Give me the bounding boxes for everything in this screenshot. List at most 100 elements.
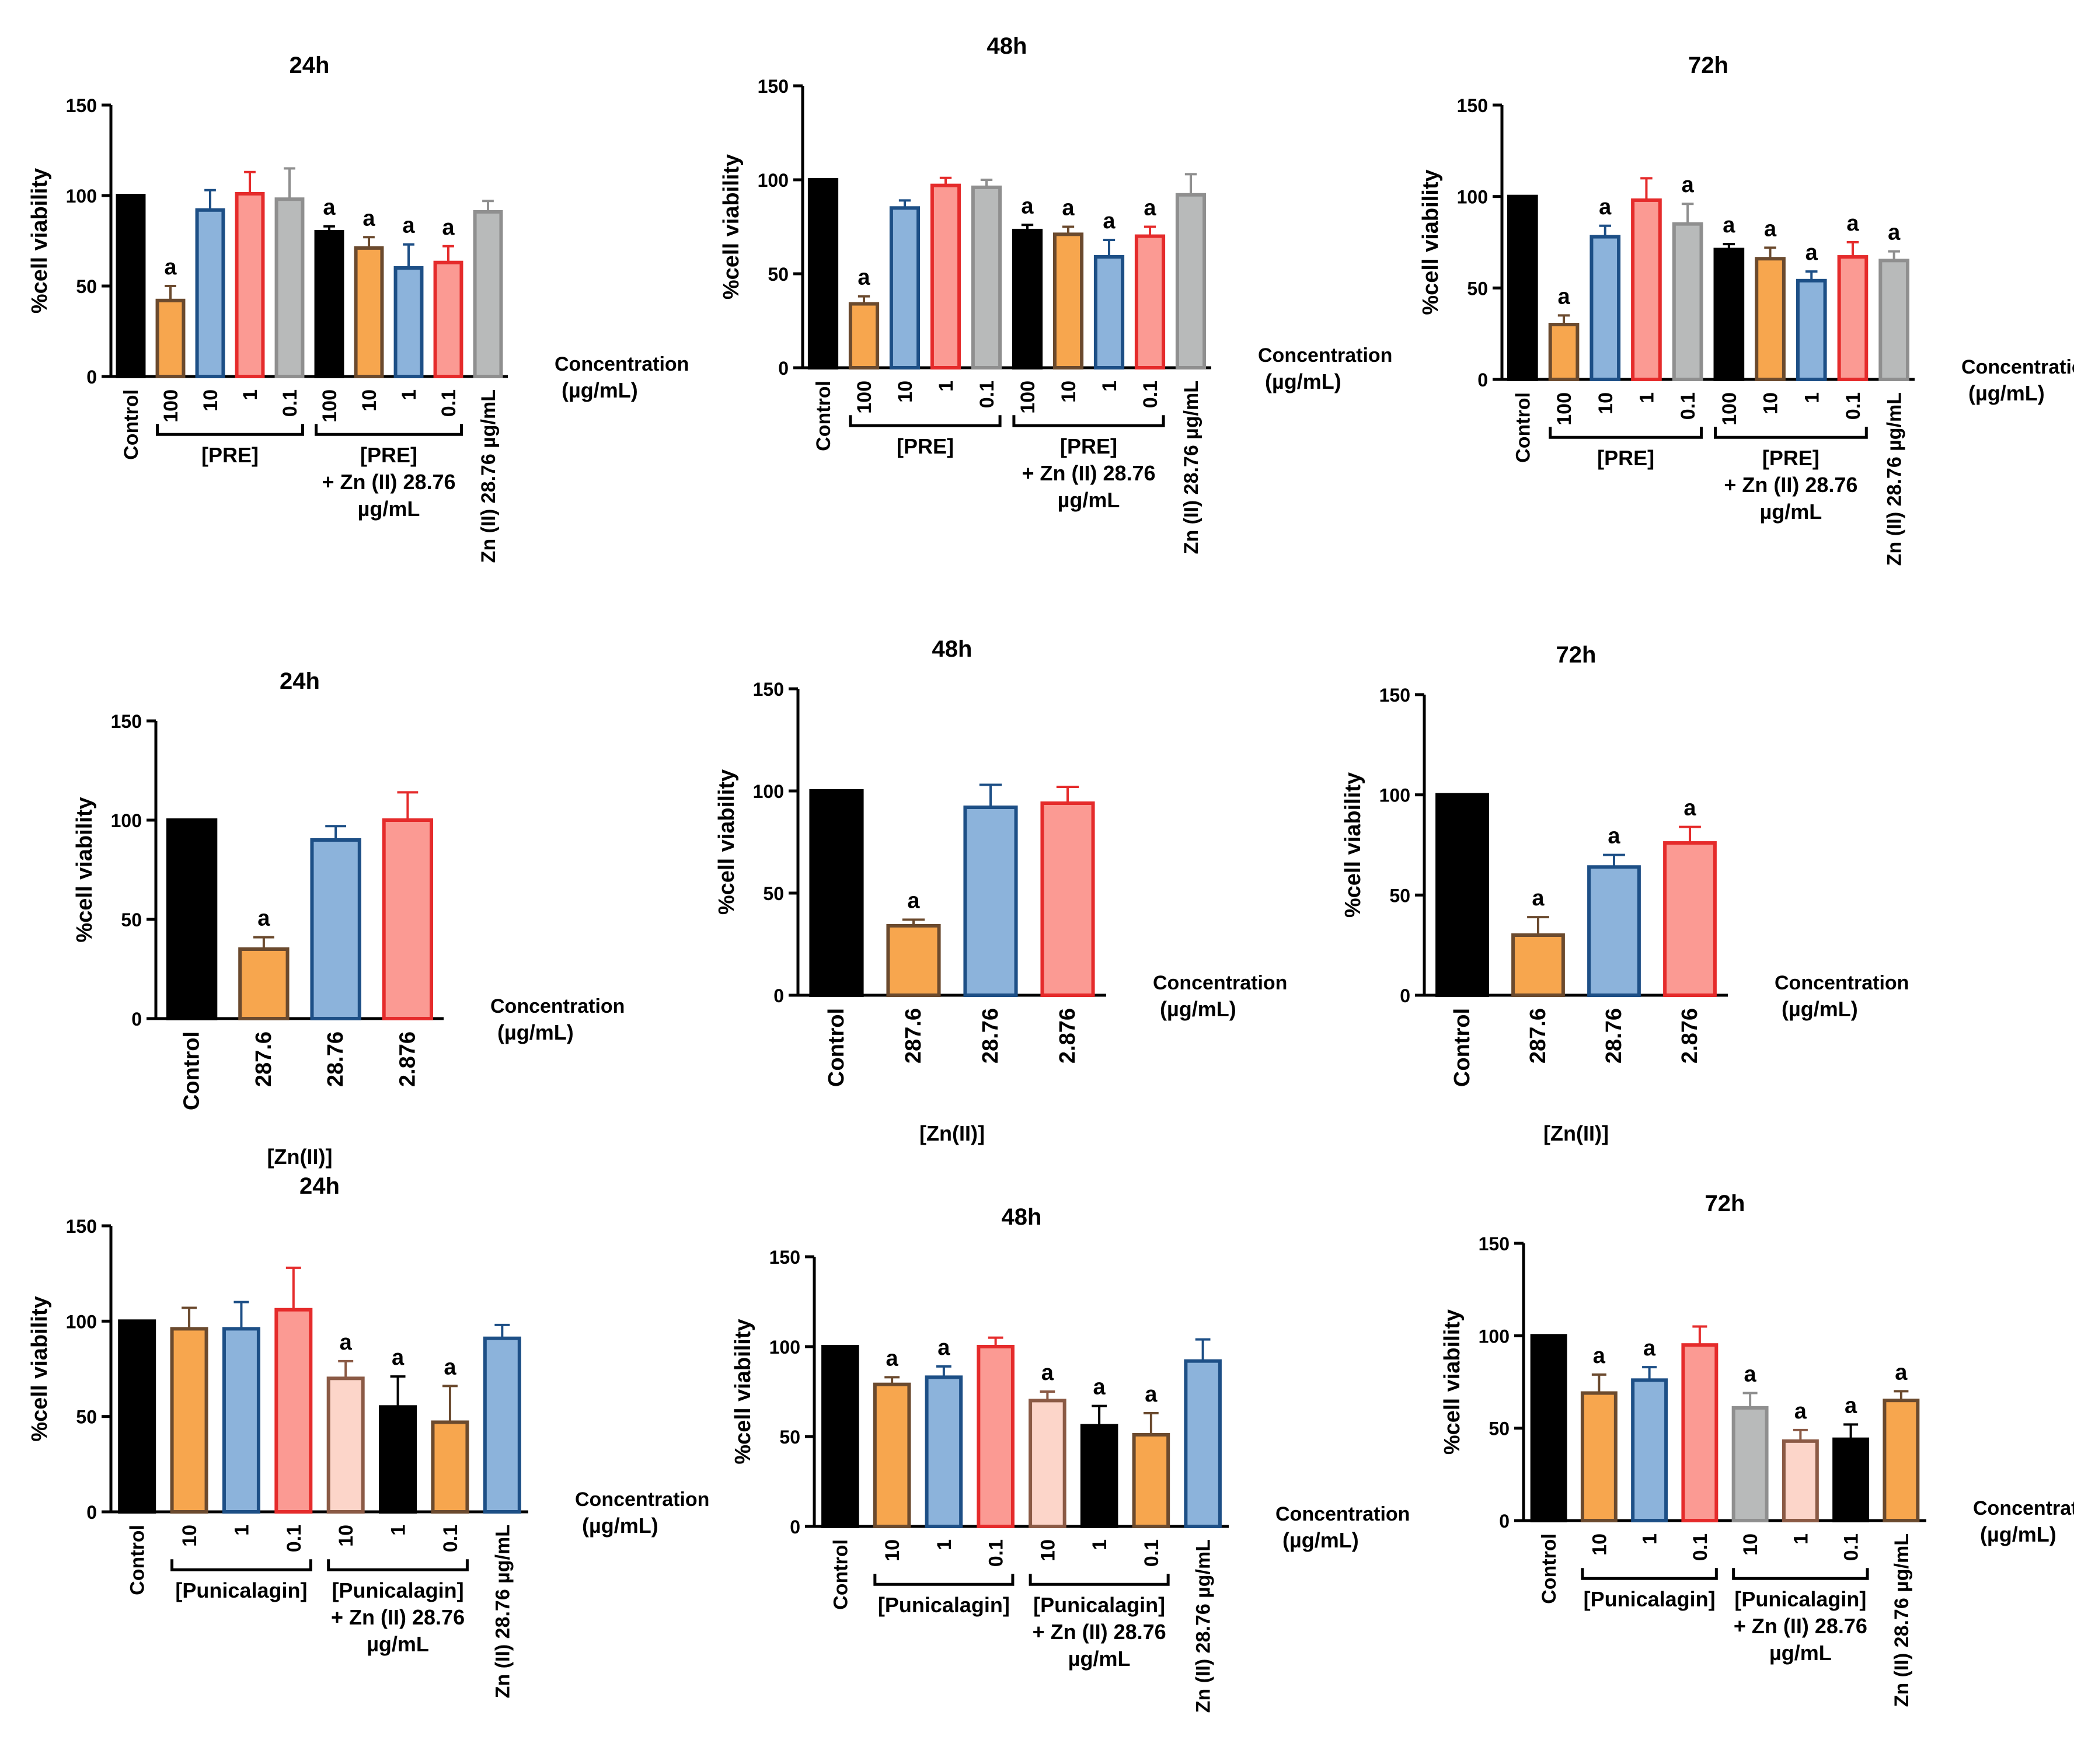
group-label: [Punicalagin] [1734,1587,1866,1611]
chart-title: 24h [280,668,320,694]
x-axis-label: (µg/mL) [1782,997,1858,1021]
bar-10 [1052,232,1084,369]
bar-10 [170,1327,208,1514]
bar-control [1530,1334,1567,1522]
bar-28.76 [963,806,1018,997]
bar-0.1 [433,260,463,379]
significance-label: a [444,1355,456,1379]
group-bracket [873,1574,1015,1586]
significance-label: a [1682,173,1695,197]
group-label: + Zn (II) 28.76 [1724,473,1857,497]
y-tick-label: 150 [111,711,142,732]
group-bracket [1012,415,1165,427]
x-tick-label: 10 [1058,381,1080,403]
bar-2.876 [1040,801,1095,997]
bar-zn-ii-28.76-g-ml [473,210,503,378]
group-label: [Punicalagin] [332,1578,464,1602]
chart-panel-4: 24h %cell viability 0 50 100 150 Control a 287.6… [72,668,625,1169]
x-tick-label: 28.76 [1602,1008,1626,1064]
bar-0.1 [1672,222,1703,381]
bar-zn-ii-28.76-g-ml [483,1336,521,1514]
bar-10 [195,208,225,378]
chart-panel-3: 72h %cell viability 0 50 100 150 Control a 100 a 1… [1418,53,2074,566]
significance-label: a [1846,211,1859,236]
significance-label: a [392,1345,405,1370]
bar-1 [930,183,961,369]
y-axis-label: %cell viability [719,154,744,299]
y-tick-label: 100 [66,1311,97,1332]
bar-control [166,818,218,1020]
group-label: + Zn (II) 28.76 [1033,1620,1166,1644]
group-label: [PRE] [1060,434,1117,458]
y-axis-label: %cell viability [1440,1309,1465,1455]
bar-zn-ii-28.76-g-ml [1883,1399,1920,1523]
x-tick-label: Control [813,381,835,451]
x-tick-label: 1 [388,1525,410,1536]
x-tick-label: 100 [319,389,341,423]
bar-10 [889,206,921,369]
bar-10 [1029,1399,1066,1528]
bar-0.1 [431,1420,469,1514]
y-tick-label: 0 [773,985,784,1006]
x-axis-label: Concentration [1973,1497,2074,1519]
x-axis-label: (µg/mL) [562,378,638,402]
y-tick-label: 100 [111,810,142,831]
group-bracket [1714,427,1868,439]
chart-panel-5: 48h %cell viability 0 50 100 150 Control a 287.6… [714,636,1287,1145]
chart-title: 72h [1556,642,1597,668]
bar-10 [1755,257,1786,382]
y-tick-label: 50 [768,264,789,285]
y-tick-label: 100 [1457,187,1488,208]
y-tick-label: 100 [753,781,784,802]
significance-label: a [340,1330,353,1355]
bar-control [807,178,839,369]
y-tick-label: 50 [763,883,784,904]
group-bracket [1029,1574,1170,1586]
x-tick-label: 1 [1801,392,1823,403]
group-label: [Zn(II)] [919,1121,985,1145]
x-tick-label: 100 [1719,392,1741,426]
significance-label: a [323,196,336,220]
x-tick-label: 1 [933,1539,956,1550]
x-tick-label: 100 [1017,381,1039,414]
x-tick-label: 1 [231,1525,253,1536]
y-tick-label: 0 [1400,985,1410,1006]
bar-287.6 [238,947,290,1020]
significance-label: a [1021,194,1034,218]
x-axis-label: (µg/mL) [1968,381,2045,405]
significance-label: a [858,266,870,290]
x-tick-label: 0.1 [1139,381,1162,408]
significance-label: a [442,215,455,240]
bar-1 [222,1327,260,1514]
group-bracket [849,415,1002,427]
bar-100 [1713,247,1745,381]
x-tick-label: 1 [398,389,420,400]
bar-287.6 [1511,933,1565,997]
group-label: [Punicalagin] [878,1593,1010,1617]
x-tick-label: Control [824,1008,849,1087]
chart-title: 24h [290,53,330,78]
y-tick-label: 150 [1479,1233,1510,1254]
group-label: [Punicalagin] [1033,1593,1165,1617]
x-tick-label: Zn (II) 28.76 µg/mL [1180,381,1202,554]
x-tick-label: Zn (II) 28.76 µg/mL [1884,392,1906,566]
significance-label: a [937,1336,950,1360]
bar-zn-ii-28.76-g-ml [1878,259,1909,382]
y-axis-label: %cell viability [714,769,739,915]
significance-label: a [1845,1393,1857,1418]
x-tick-label: 0.1 [438,389,460,417]
bar-control [1435,793,1489,997]
x-axis-label: (µg/mL) [582,1514,658,1538]
bar-10 [1731,1406,1769,1522]
y-tick-label: 0 [790,1517,800,1538]
bar-control [821,1345,859,1528]
group-label: [PRE] [201,443,259,467]
y-tick-label: 50 [76,1407,97,1428]
x-tick-label: Zn (II) 28.76 µg/mL [477,389,500,563]
x-tick-label: 0.1 [1141,1539,1163,1567]
x-axis-label: Concentration [490,995,625,1017]
group-bracket [170,1559,312,1571]
